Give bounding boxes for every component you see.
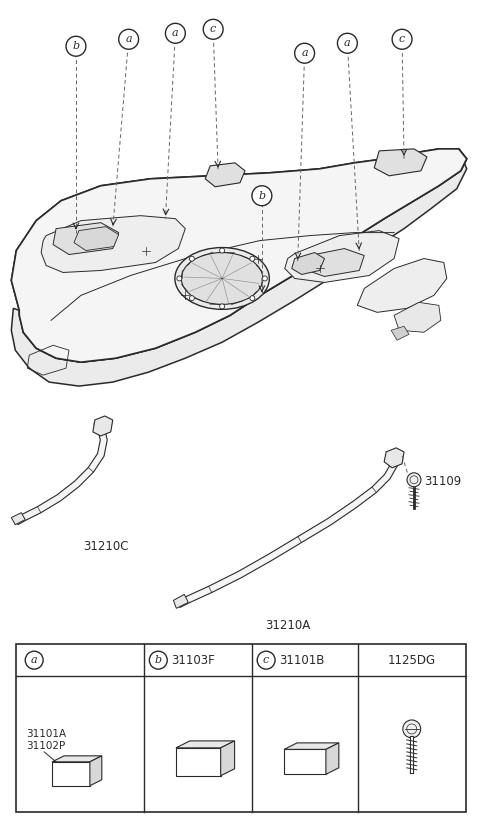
Polygon shape	[41, 215, 185, 272]
Circle shape	[337, 33, 357, 54]
Text: 31102P: 31102P	[26, 741, 65, 751]
Text: c: c	[263, 655, 269, 665]
Circle shape	[220, 304, 225, 309]
Circle shape	[177, 276, 182, 281]
Polygon shape	[176, 748, 221, 775]
Circle shape	[407, 473, 421, 487]
Polygon shape	[284, 742, 339, 749]
Polygon shape	[326, 742, 339, 775]
Polygon shape	[177, 455, 397, 607]
Polygon shape	[308, 248, 364, 276]
Circle shape	[203, 19, 223, 40]
Text: 31210A: 31210A	[265, 620, 311, 632]
Polygon shape	[52, 761, 90, 785]
Circle shape	[392, 30, 412, 50]
Polygon shape	[391, 327, 409, 340]
Circle shape	[25, 651, 43, 669]
Circle shape	[220, 248, 225, 253]
Polygon shape	[93, 416, 113, 436]
Circle shape	[257, 651, 275, 669]
Bar	[16, 644, 466, 812]
Polygon shape	[90, 756, 102, 785]
Circle shape	[166, 23, 185, 43]
Text: b: b	[155, 655, 162, 665]
Circle shape	[119, 30, 139, 50]
Circle shape	[190, 295, 194, 300]
Polygon shape	[357, 258, 447, 313]
Text: a: a	[301, 48, 308, 59]
Circle shape	[250, 295, 255, 300]
Circle shape	[190, 257, 194, 262]
Polygon shape	[292, 252, 324, 275]
Circle shape	[66, 36, 86, 56]
Polygon shape	[74, 227, 119, 251]
Circle shape	[149, 651, 167, 669]
Circle shape	[252, 186, 272, 205]
Text: 31101A: 31101A	[26, 729, 66, 739]
Polygon shape	[12, 148, 467, 362]
Text: 31103F: 31103F	[171, 653, 215, 667]
Text: a: a	[125, 35, 132, 45]
Text: c: c	[210, 24, 216, 35]
Ellipse shape	[181, 252, 263, 304]
Polygon shape	[384, 448, 404, 468]
Polygon shape	[394, 303, 441, 332]
Polygon shape	[221, 741, 235, 776]
Polygon shape	[284, 749, 326, 775]
Text: 31101B: 31101B	[279, 653, 324, 667]
Circle shape	[403, 720, 420, 738]
Text: a: a	[172, 28, 179, 38]
Text: b: b	[72, 41, 80, 51]
Polygon shape	[12, 512, 25, 525]
Circle shape	[263, 276, 267, 281]
Polygon shape	[12, 148, 467, 386]
Text: a: a	[344, 38, 351, 48]
Text: c: c	[399, 35, 405, 45]
Polygon shape	[53, 223, 119, 255]
Polygon shape	[52, 756, 102, 761]
Polygon shape	[12, 148, 467, 362]
Polygon shape	[173, 594, 188, 608]
Text: b: b	[258, 191, 265, 200]
Text: 31210C: 31210C	[83, 540, 129, 553]
Text: 1125DG: 1125DG	[388, 653, 436, 667]
Polygon shape	[205, 163, 245, 186]
Circle shape	[250, 257, 255, 262]
Text: 31109: 31109	[424, 475, 461, 488]
Polygon shape	[176, 741, 235, 748]
Polygon shape	[374, 148, 427, 176]
Ellipse shape	[175, 248, 269, 309]
Circle shape	[295, 43, 314, 64]
Polygon shape	[14, 420, 107, 525]
Polygon shape	[285, 231, 399, 282]
Text: a: a	[31, 655, 37, 665]
